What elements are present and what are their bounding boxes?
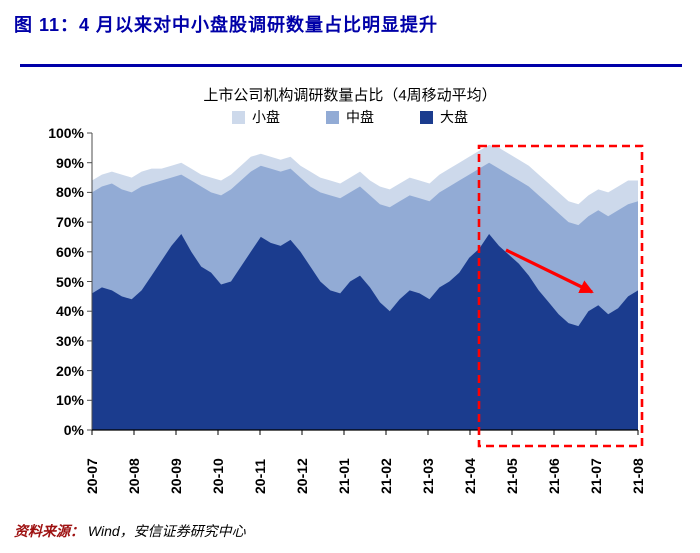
legend-item-large-cap: 大盘 <box>420 107 468 127</box>
y-axis-label: 50% <box>55 274 84 290</box>
legend-label-large-cap: 大盘 <box>440 109 468 125</box>
x-axis-label: 21-05 <box>504 458 520 494</box>
figure-title: 图 11：4 月以来对中小盘股调研数量占比明显提升 <box>14 15 439 35</box>
chart-title: 上市公司机构调研数量占比（4周移动平均） <box>203 87 497 104</box>
x-axis-label: 21-07 <box>588 458 604 494</box>
legend-label-mid-cap: 中盘 <box>346 109 374 125</box>
y-axis-label: 60% <box>55 244 84 260</box>
x-axis-label: 20-07 <box>84 458 100 494</box>
source-label: 资料来源： <box>14 523 84 539</box>
x-axis-label: 20-12 <box>294 458 310 494</box>
x-axis-label: 20-10 <box>210 458 226 494</box>
source-text: Wind，安信证券研究中心 <box>87 523 246 539</box>
legend-item-mid-cap: 中盘 <box>326 107 374 127</box>
trend-arrow <box>505 248 594 294</box>
source-line: 资料来源： Wind，安信证券研究中心 <box>14 521 246 541</box>
legend-item-small-cap: 小盘 <box>232 107 280 127</box>
y-axis-label: 90% <box>55 155 84 171</box>
x-axis-label: 20-09 <box>168 458 184 494</box>
y-axis-label: 20% <box>55 363 84 379</box>
y-axis-label: 70% <box>55 214 84 230</box>
y-axis-label: 80% <box>55 184 84 200</box>
legend-swatch-small-cap <box>232 110 245 124</box>
y-axis-label: 10% <box>55 392 84 408</box>
x-axis-label: 21-04 <box>462 458 478 494</box>
legend-label-small-cap: 小盘 <box>252 109 280 125</box>
legend-swatch-large-cap <box>420 110 433 124</box>
title-divider <box>20 64 682 67</box>
x-axis-label: 21-01 <box>336 458 352 494</box>
x-axis-label: 21-02 <box>378 458 394 494</box>
x-axis-label: 21-03 <box>420 458 436 494</box>
x-axis-label: 21-06 <box>546 458 562 494</box>
x-axis-label: 20-08 <box>126 458 142 494</box>
x-axis-label: 21-08 <box>630 458 646 494</box>
y-axis-label: 100% <box>48 125 84 141</box>
legend-swatch-mid-cap <box>326 110 339 124</box>
chart-legend: 小盘 中盘 大盘 <box>0 107 700 127</box>
highlight-box <box>477 144 644 448</box>
y-axis-label: 40% <box>55 303 84 319</box>
y-axis-label: 30% <box>55 333 84 349</box>
y-axis-label: 0% <box>63 422 84 438</box>
x-axis-label: 20-11 <box>252 458 268 494</box>
area-large-cap <box>92 234 638 430</box>
